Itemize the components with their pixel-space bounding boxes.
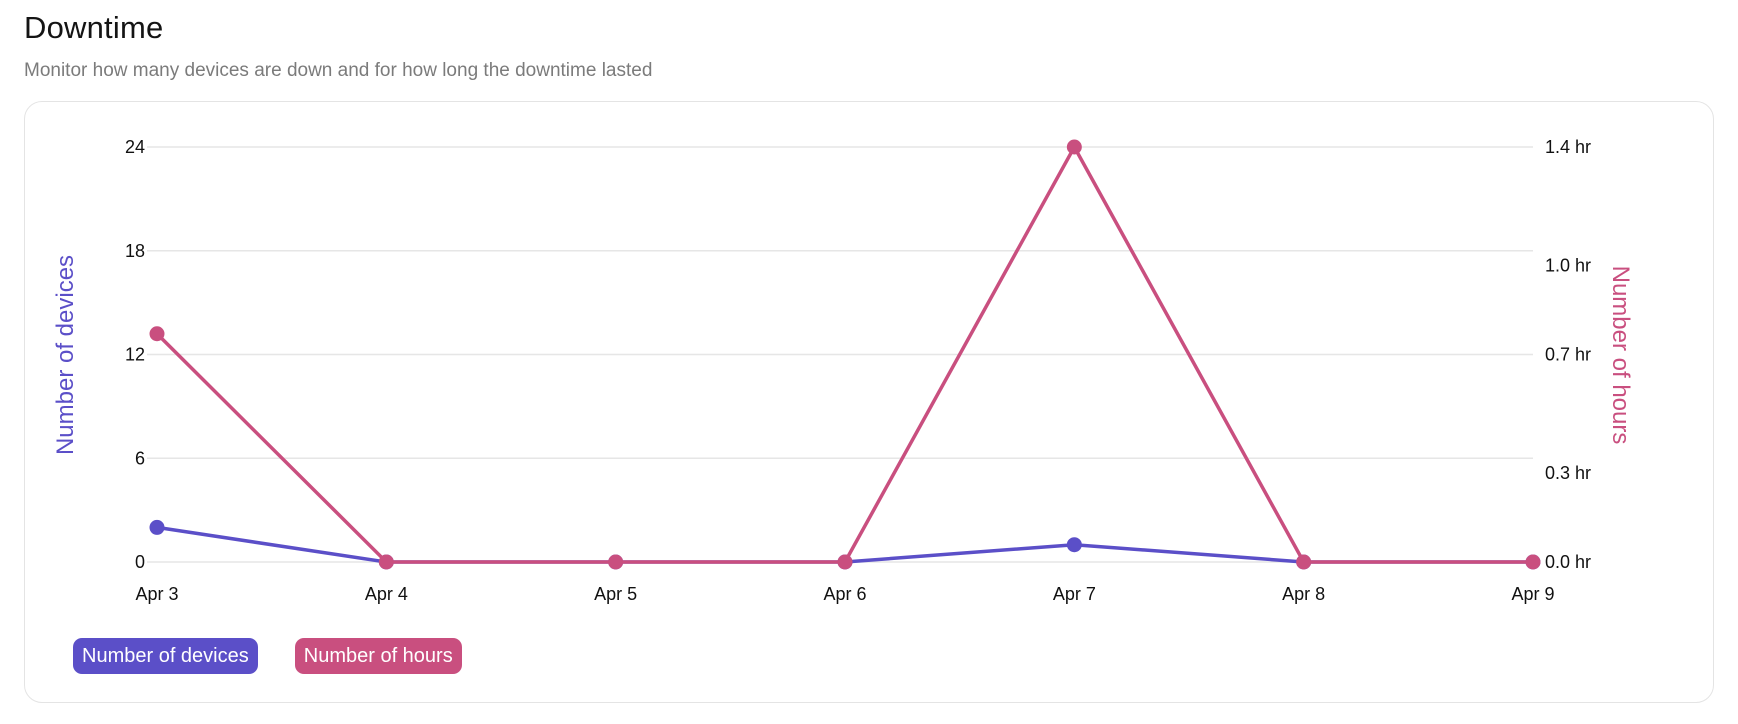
data-point-devices (1066, 537, 1082, 553)
y-right-tick-label: 1.0 hr (1545, 256, 1591, 276)
y-left-axis-title: Number of devices (52, 255, 79, 455)
x-tick-label: Apr 3 (135, 584, 178, 604)
header: Downtime Monitor how many devices are do… (24, 10, 652, 82)
data-point-hours (608, 554, 624, 570)
legend-item-hours[interactable]: Number of hours (294, 638, 462, 674)
y-right-tick-label: 0.7 hr (1545, 345, 1591, 365)
data-point-hours (837, 554, 853, 570)
y-right-tick-label: 0.3 hr (1545, 463, 1591, 483)
x-tick-label: Apr 6 (823, 584, 866, 604)
data-point-hours (149, 326, 165, 342)
x-tick-label: Apr 8 (1282, 584, 1325, 604)
x-tick-label: Apr 7 (1053, 584, 1096, 604)
y-left-tick-label: 24 (125, 137, 145, 157)
data-point-devices (149, 519, 165, 535)
data-point-hours (1066, 139, 1082, 155)
y-left-tick-label: 6 (135, 448, 145, 468)
data-point-hours (1525, 554, 1541, 570)
y-right-tick-label: 0.0 hr (1545, 552, 1591, 572)
x-tick-label: Apr 9 (1511, 584, 1554, 604)
y-left-tick-label: 0 (135, 552, 145, 572)
page-title: Downtime (24, 10, 164, 45)
y-right-axis-title: Number of hours (1607, 266, 1634, 445)
y-left-tick-label: 12 (125, 345, 145, 365)
x-tick-label: Apr 5 (594, 584, 637, 604)
page-subtitle: Monitor how many devices are down and fo… (24, 60, 653, 81)
y-left-tick-label: 18 (125, 241, 145, 261)
legend-item-devices[interactable]: Number of devices (73, 638, 258, 674)
x-tick-label: Apr 4 (365, 584, 408, 604)
y-right-tick-label: 1.4 hr (1545, 137, 1591, 157)
data-point-hours (378, 554, 394, 570)
chart-card (24, 101, 1714, 703)
chart-legend: Number of devices Number of hours (73, 638, 462, 674)
data-point-hours (1296, 554, 1312, 570)
